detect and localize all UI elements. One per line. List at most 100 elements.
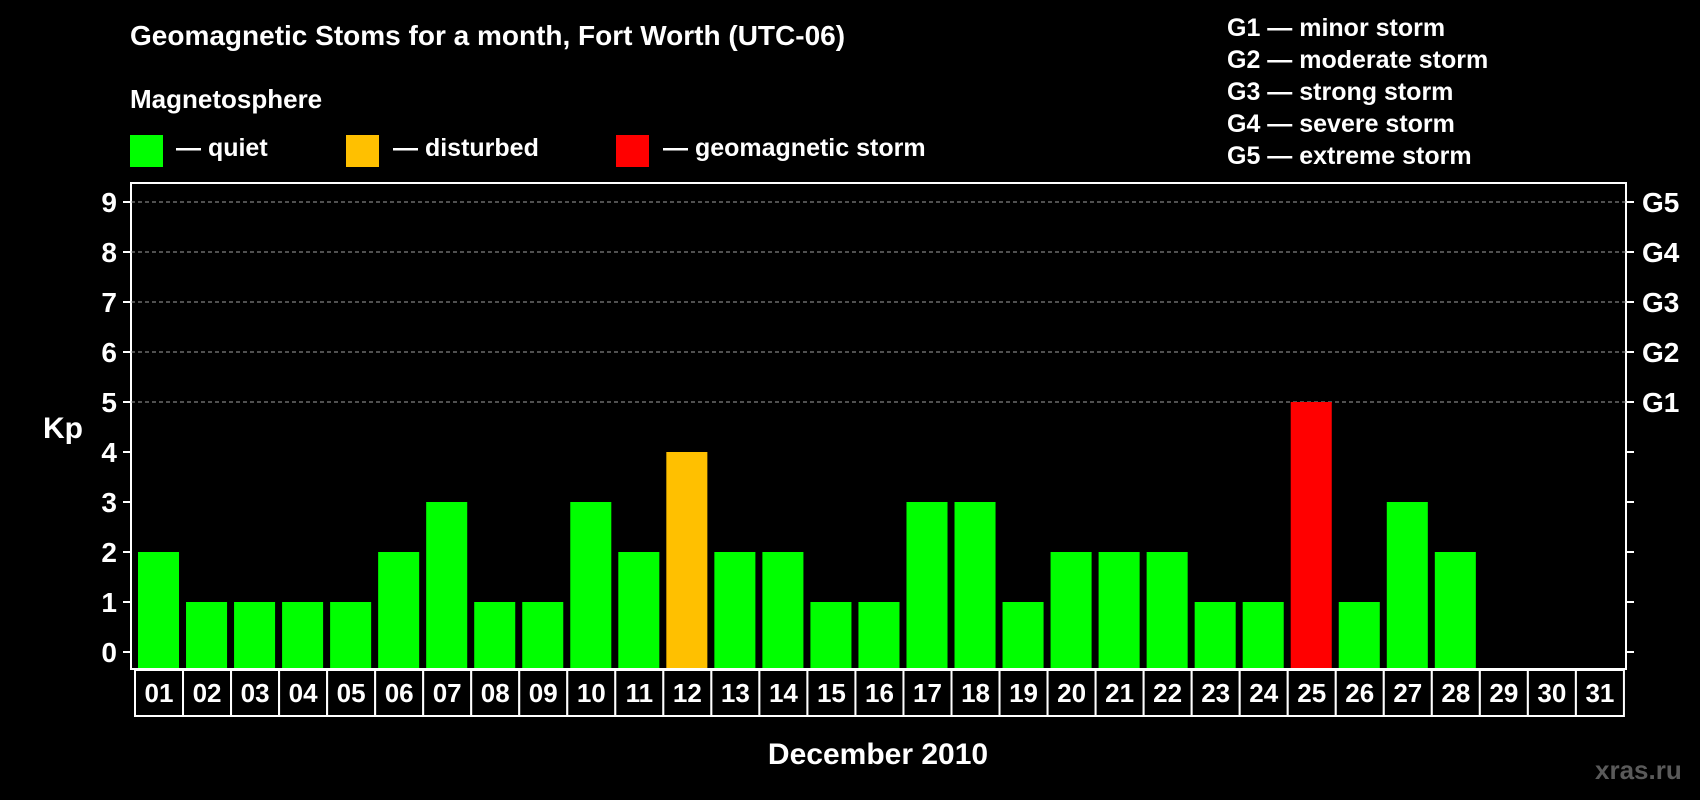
x-tick-label: 31 — [1585, 678, 1614, 708]
bar-01 — [138, 552, 180, 668]
bar-14 — [762, 552, 804, 668]
bar-11 — [618, 552, 660, 668]
x-tick-label: 27 — [1393, 678, 1422, 708]
x-tick-label: 06 — [385, 678, 414, 708]
x-tick-label: 18 — [961, 678, 990, 708]
x-tick-label: 12 — [673, 678, 702, 708]
x-tick-label: 01 — [145, 678, 174, 708]
bar-21 — [1098, 552, 1140, 668]
x-tick-label: 29 — [1489, 678, 1518, 708]
g-legend-g3: G3 — strong storm — [1227, 78, 1454, 106]
x-tick-label: 10 — [577, 678, 606, 708]
x-tick-label: 08 — [481, 678, 510, 708]
g-scale-legend: G1 — minor storm G2 — moderate storm G3 … — [1227, 12, 1488, 172]
x-category-cell — [1574, 669, 1625, 717]
y-tick-label: 2 — [101, 537, 117, 568]
x-tick-label: 02 — [193, 678, 222, 708]
x-tick-label: 26 — [1345, 678, 1374, 708]
bar-17 — [906, 502, 948, 668]
legend-swatch-disturbed — [346, 135, 379, 167]
x-tick-label: 20 — [1057, 678, 1086, 708]
x-tick-label: 17 — [913, 678, 942, 708]
bar-16 — [858, 602, 900, 668]
y-tick-label: 5 — [101, 387, 117, 418]
x-tick-label: 22 — [1153, 678, 1182, 708]
x-category-cell — [374, 669, 425, 717]
x-tick-label: 07 — [433, 678, 462, 708]
x-category-cell — [1526, 669, 1577, 717]
x-category-cell — [854, 669, 905, 717]
bar-22 — [1146, 552, 1188, 668]
x-category-cell — [902, 669, 953, 717]
bar-20 — [1050, 552, 1092, 668]
bar-09 — [522, 602, 564, 668]
g-legend-g1: G1 — minor storm — [1227, 14, 1446, 42]
x-category-cell — [326, 669, 377, 717]
bar-18 — [954, 502, 996, 668]
bar-08 — [474, 602, 516, 668]
right-axis-label-g5: G5 — [1642, 187, 1679, 218]
bar-06 — [378, 552, 420, 668]
bar-13 — [714, 552, 756, 668]
x-tick-label: 28 — [1441, 678, 1470, 708]
y-tick-label: 7 — [101, 287, 117, 318]
x-tick-label: 23 — [1201, 678, 1230, 708]
bar-27 — [1386, 502, 1428, 668]
right-axis-label-g4: G4 — [1642, 237, 1680, 268]
bar-02 — [186, 602, 228, 668]
x-tick-label: 09 — [529, 678, 558, 708]
x-category-cell — [470, 669, 521, 717]
x-category-cell — [1190, 669, 1241, 717]
y-tick-label: 9 — [101, 187, 117, 218]
y-axis-label: Kp — [43, 412, 83, 445]
bar-19 — [1002, 602, 1044, 668]
right-axis-label-g1: G1 — [1642, 387, 1679, 418]
x-axis-label: December 2010 — [768, 738, 988, 771]
watermark: xras.ru — [1595, 755, 1682, 785]
right-axis-label-g2: G2 — [1642, 337, 1679, 368]
x-tick-label: 15 — [817, 678, 846, 708]
x-tick-label: 14 — [769, 678, 798, 708]
y-tick-label: 3 — [101, 487, 117, 518]
bar-25 — [1290, 402, 1332, 668]
x-category-cell — [1430, 669, 1481, 717]
g-legend-g2: G2 — moderate storm — [1227, 46, 1489, 74]
x-category-cell — [1334, 669, 1385, 717]
bar-05 — [330, 602, 372, 668]
x-category-cell — [806, 669, 857, 717]
x-tick-label: 24 — [1249, 678, 1278, 708]
x-tick-label: 19 — [1009, 678, 1038, 708]
legend-swatch-quiet — [130, 135, 163, 167]
x-category-cell — [614, 669, 665, 717]
y-tick-label: 0 — [101, 637, 117, 668]
bar-07 — [426, 502, 468, 668]
bar-04 — [282, 602, 324, 668]
x-tick-label: 30 — [1537, 678, 1566, 708]
legend-swatch-storm — [616, 135, 649, 167]
right-axis-label-g3: G3 — [1642, 287, 1679, 318]
x-tick-label: 05 — [337, 678, 366, 708]
bar-12 — [666, 452, 708, 668]
y-tick-label: 1 — [101, 587, 117, 618]
bar-26 — [1338, 602, 1380, 668]
g-legend-g4: G4 — severe storm — [1227, 110, 1455, 138]
x-tick-label: 21 — [1105, 678, 1134, 708]
x-tick-label: 16 — [865, 678, 894, 708]
x-category-cell — [1478, 669, 1529, 717]
legend-label-storm: — geomagnetic storm — [663, 134, 926, 162]
x-category-cell — [1238, 669, 1289, 717]
x-tick-label: 11 — [626, 678, 654, 708]
x-category-cell — [1286, 669, 1337, 717]
bar-15 — [810, 602, 852, 668]
bar-28 — [1434, 552, 1476, 668]
x-tick-label: 03 — [241, 678, 270, 708]
x-category-cell — [758, 669, 809, 717]
legend-heading: Magnetosphere — [130, 84, 323, 114]
bar-03 — [234, 602, 276, 668]
g-legend-g5: G5 — extreme storm — [1227, 142, 1472, 170]
bar-23 — [1194, 602, 1236, 668]
x-tick-label: 04 — [289, 678, 318, 708]
x-tick-label: 25 — [1297, 678, 1326, 708]
y-tick-label: 8 — [101, 237, 117, 268]
